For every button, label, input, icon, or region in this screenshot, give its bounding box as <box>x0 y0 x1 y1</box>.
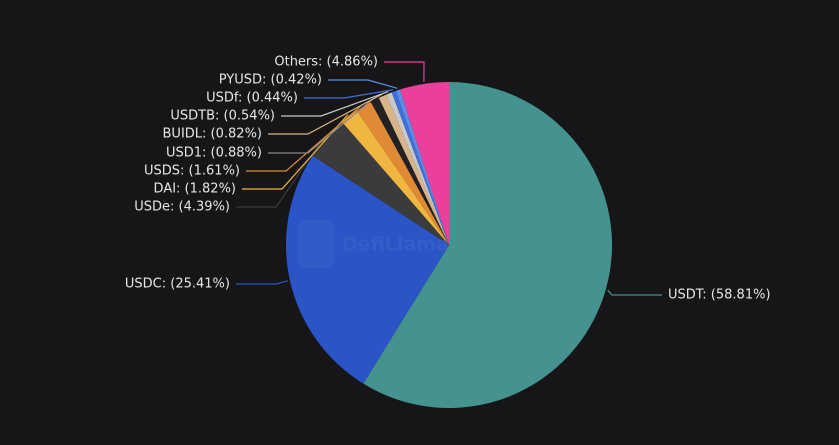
pie-slice <box>391 90 449 246</box>
slice-label: USDT: (58.81%) <box>668 288 771 303</box>
leader-line <box>246 103 364 172</box>
pie-slice <box>378 94 449 245</box>
leader-line <box>268 93 383 135</box>
watermark: DefiLlama <box>298 220 449 268</box>
watermark-text: DefiLlama <box>342 234 449 256</box>
slice-label: Others: (4.86%) <box>274 55 378 70</box>
leader-line <box>384 61 425 82</box>
pie-slice <box>342 110 449 245</box>
leader-line <box>268 97 375 154</box>
slice-label: PYUSD: (0.42%) <box>219 73 322 88</box>
leader-line <box>607 289 662 296</box>
leader-line <box>328 79 398 89</box>
slice-label: USD1: (0.88%) <box>166 146 262 161</box>
leader-line <box>236 280 289 285</box>
leader-line <box>242 114 349 190</box>
slice-label: USDf: (0.44%) <box>206 91 298 106</box>
pie-slice <box>399 82 449 245</box>
slice-label: USDS: (1.61%) <box>144 164 240 179</box>
leader-line <box>281 90 389 117</box>
pie-slice <box>386 92 449 245</box>
slice-label: BUIDL: (0.82%) <box>163 127 262 142</box>
slice-label: USDC: (25.41%) <box>125 277 230 292</box>
pie-slice <box>356 101 449 245</box>
watermark-logo <box>298 220 334 268</box>
leader-line <box>304 89 394 99</box>
pie-slice <box>285 155 449 384</box>
pie-slice <box>395 89 449 246</box>
slice-label: USDe: (4.39%) <box>134 200 230 215</box>
pie-slice <box>363 82 612 408</box>
slice-label: USDTB: (0.54%) <box>170 109 275 124</box>
slice-label: DAI: (1.82%) <box>154 182 236 197</box>
pie-slice <box>370 97 449 245</box>
pie-slice <box>312 121 449 245</box>
